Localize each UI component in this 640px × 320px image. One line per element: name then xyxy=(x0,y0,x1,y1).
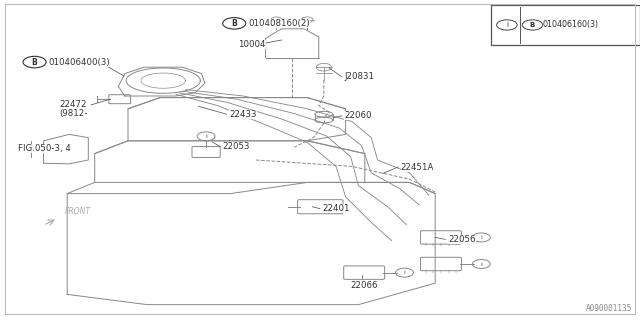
Text: B: B xyxy=(32,58,37,67)
Text: 22401: 22401 xyxy=(323,204,350,213)
Text: FRONT: FRONT xyxy=(65,207,92,216)
Text: 22056: 22056 xyxy=(448,235,476,244)
Text: FIG.050-3, 4: FIG.050-3, 4 xyxy=(18,144,71,153)
Text: A090001135: A090001135 xyxy=(586,304,632,313)
Text: i: i xyxy=(404,270,405,275)
Text: J20831: J20831 xyxy=(344,72,374,81)
Text: i: i xyxy=(205,134,207,139)
Text: 22433: 22433 xyxy=(229,110,257,119)
Text: (9812-: (9812- xyxy=(59,109,87,118)
Text: 10004: 10004 xyxy=(238,40,266,49)
Text: B: B xyxy=(530,22,535,28)
Text: 010406400(3): 010406400(3) xyxy=(49,58,110,67)
Text: i: i xyxy=(506,22,508,28)
Text: 22060: 22060 xyxy=(344,111,372,120)
Text: 010408160(2): 010408160(2) xyxy=(248,19,310,28)
Text: 22066: 22066 xyxy=(351,281,378,290)
Text: 22472: 22472 xyxy=(59,100,86,109)
Text: i: i xyxy=(481,261,482,267)
Text: 010406160(3): 010406160(3) xyxy=(543,20,599,29)
Text: B: B xyxy=(232,19,237,28)
Text: 22451A: 22451A xyxy=(401,163,434,172)
Text: i: i xyxy=(481,235,482,240)
Text: 22053: 22053 xyxy=(223,142,250,151)
